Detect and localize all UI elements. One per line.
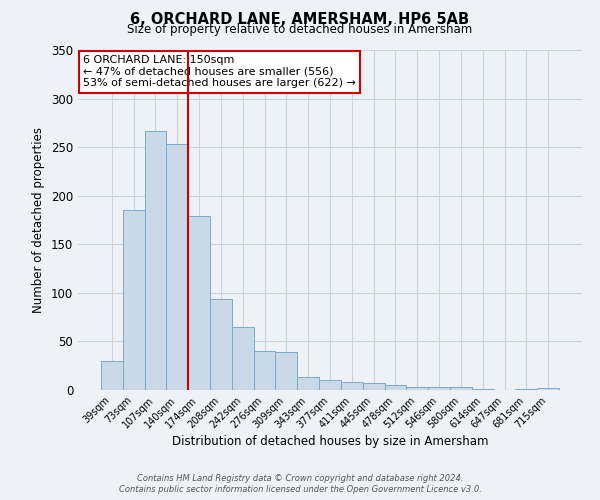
Text: Contains HM Land Registry data © Crown copyright and database right 2024.
Contai: Contains HM Land Registry data © Crown c… <box>119 474 481 494</box>
Bar <box>406 387 428 390</box>
X-axis label: Distribution of detached houses by size in Amersham: Distribution of detached houses by size … <box>172 436 488 448</box>
Bar <box>450 387 472 390</box>
Bar <box>275 352 297 390</box>
Bar <box>123 210 145 390</box>
Bar <box>385 385 406 390</box>
Bar <box>232 327 254 390</box>
Bar <box>515 389 537 390</box>
Bar <box>319 380 341 390</box>
Bar <box>341 382 363 390</box>
Bar <box>166 144 188 390</box>
Bar <box>254 351 275 390</box>
Bar <box>188 216 210 390</box>
Bar <box>101 361 123 390</box>
Text: Size of property relative to detached houses in Amersham: Size of property relative to detached ho… <box>127 22 473 36</box>
Text: 6 ORCHARD LANE: 150sqm
← 47% of detached houses are smaller (556)
53% of semi-de: 6 ORCHARD LANE: 150sqm ← 47% of detached… <box>83 55 356 88</box>
Bar <box>472 389 494 390</box>
Bar <box>537 388 559 390</box>
Bar <box>428 387 450 390</box>
Bar <box>363 383 385 390</box>
Bar <box>145 130 166 390</box>
Bar <box>210 298 232 390</box>
Y-axis label: Number of detached properties: Number of detached properties <box>32 127 46 313</box>
Text: 6, ORCHARD LANE, AMERSHAM, HP6 5AB: 6, ORCHARD LANE, AMERSHAM, HP6 5AB <box>130 12 470 28</box>
Bar <box>297 378 319 390</box>
